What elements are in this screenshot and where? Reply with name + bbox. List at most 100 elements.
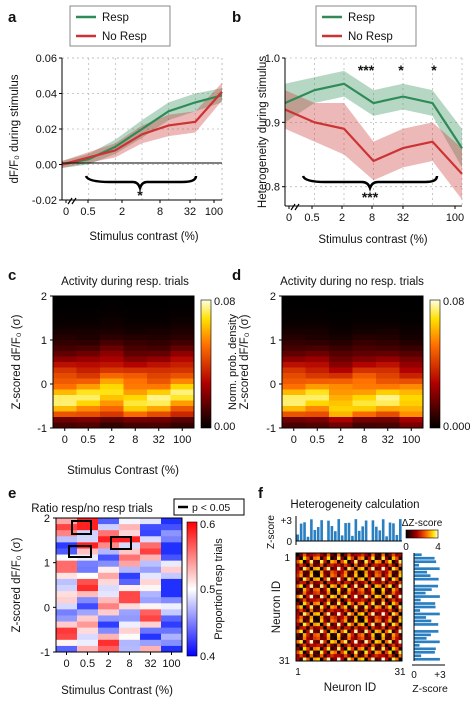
f-cell-10-1: [299, 588, 303, 592]
d-cell-4-22: [376, 417, 400, 423]
f-cell-1-18: [358, 556, 362, 560]
f-cell-15-10: [330, 605, 334, 609]
f-cell-5-18: [358, 570, 362, 574]
f-cell-1-29: [395, 556, 399, 560]
e-xtick-0: 0: [63, 658, 69, 670]
f-cell-22-15: [347, 630, 351, 634]
f-cell-14-7: [320, 602, 324, 606]
c-cell-0-0: [53, 296, 77, 302]
c-xtick-5: 100: [173, 434, 191, 446]
f-cell-9-16: [351, 584, 355, 588]
e-cell-3-8: [119, 567, 140, 573]
f-cell-4-7: [320, 567, 324, 571]
f-cell-23-24: [378, 633, 382, 637]
c-cell-4-5: [147, 324, 171, 330]
f-cell-15-8: [323, 605, 327, 609]
f-cell-17-24: [378, 612, 382, 616]
f-cell-13-7: [320, 598, 324, 602]
f-cell-7-0: [296, 577, 300, 581]
f-cell-28-5: [313, 651, 317, 655]
f-cell-10-28: [392, 588, 396, 592]
f-cell-28-6: [317, 651, 321, 655]
e-cell-1-14: [77, 603, 98, 609]
f-cell-5-26: [385, 570, 389, 574]
panel-b-legend-resp: Resp: [348, 12, 375, 24]
e-cell-0-7: [56, 561, 77, 567]
f-cell-16-28: [392, 609, 396, 613]
f-cell-21-15: [347, 626, 351, 630]
e-cell-3-20: [119, 640, 140, 646]
d-cell-2-11: [329, 357, 353, 363]
c-cell-3-4: [124, 318, 148, 324]
d-cell-4-20: [376, 406, 400, 412]
f-cell-25-29: [395, 640, 399, 644]
f-cell-4-23: [375, 567, 379, 571]
c-cell-1-5: [77, 324, 101, 330]
c-cell-3-10: [124, 351, 148, 357]
f-side-bar-14: [414, 602, 435, 605]
d-cell-0-1: [282, 302, 306, 308]
f-cell-12-8: [323, 595, 327, 599]
f-cell-26-19: [361, 644, 365, 648]
d-xtick-4: 32: [382, 434, 394, 446]
f-cell-14-20: [364, 602, 368, 606]
e-cell-1-13: [77, 597, 98, 603]
f-cell-1-15: [347, 556, 351, 560]
e-cell-1-7: [77, 561, 98, 567]
c-cell-4-3: [147, 313, 171, 319]
d-cell-4-16: [376, 384, 400, 390]
b-xtick-4: 32: [397, 212, 409, 224]
f-cell-7-24: [378, 577, 382, 581]
d-cell-2-14: [329, 373, 353, 379]
f-cell-2-6: [317, 560, 321, 564]
d-cell-2-7: [329, 335, 353, 341]
f-cell-7-29: [395, 577, 399, 581]
f-cell-25-2: [303, 640, 307, 644]
f-cell-8-0: [296, 581, 300, 585]
f-cell-3-22: [371, 563, 375, 567]
e-cell-0-17: [56, 622, 77, 628]
f-cell-0-24: [378, 553, 382, 557]
d-cell-0-15: [282, 379, 306, 385]
c-cell-0-1: [53, 302, 77, 308]
f-cell-18-27: [388, 616, 392, 620]
f-cell-13-19: [361, 598, 365, 602]
d-cell-3-13: [353, 368, 377, 374]
c-cell-5-2: [171, 307, 195, 313]
f-cell-5-21: [368, 570, 372, 574]
f-cell-19-21: [368, 619, 372, 623]
f-cell-18-18: [358, 616, 362, 620]
f-cell-12-18: [358, 595, 362, 599]
f-cell-24-10: [330, 637, 334, 641]
f-cell-29-5: [313, 654, 317, 658]
f-cell-12-10: [330, 595, 334, 599]
f-cell-24-19: [361, 637, 365, 641]
f-cell-27-2: [303, 647, 307, 651]
f-cell-20-28: [392, 623, 396, 627]
f-cell-27-9: [327, 647, 331, 651]
f-cell-21-14: [344, 626, 348, 630]
f-cell-10-24: [378, 588, 382, 592]
f-cell-20-0: [296, 623, 300, 627]
f-cell-7-14: [344, 577, 348, 581]
f-cell-29-26: [385, 654, 389, 658]
f-cell-18-10: [330, 616, 334, 620]
f-cell-12-17: [354, 595, 358, 599]
f-cell-22-7: [320, 630, 324, 634]
f-cell-0-7: [320, 553, 324, 557]
f-cell-6-23: [375, 574, 379, 578]
e-cell-3-7: [119, 561, 140, 567]
e-xtick-2: 2: [105, 658, 111, 670]
f-cell-19-7: [320, 619, 324, 623]
f-cell-26-10: [330, 644, 334, 648]
f-cell-25-13: [340, 640, 344, 644]
f-cell-27-0: [296, 647, 300, 651]
f-cell-26-21: [368, 644, 372, 648]
f-cell-26-25: [381, 644, 385, 648]
f-cell-19-8: [323, 619, 327, 623]
f-side-bar-23: [414, 634, 431, 637]
e-cell-4-21: [140, 646, 161, 652]
f-cell-11-22: [371, 591, 375, 595]
f-cell-23-26: [385, 633, 389, 637]
f-top-bar-20: [365, 520, 368, 541]
